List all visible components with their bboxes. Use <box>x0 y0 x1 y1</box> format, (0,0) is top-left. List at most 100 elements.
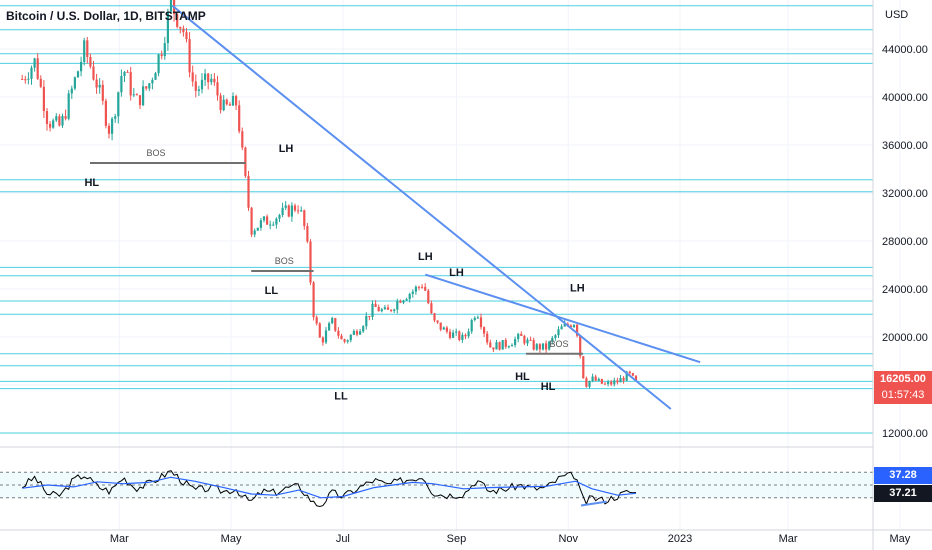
annotation-lh: LH <box>279 143 294 155</box>
candle-body <box>355 330 359 335</box>
candle-body <box>265 216 269 225</box>
candle-body <box>436 320 439 323</box>
candle-body <box>169 0 173 12</box>
candle-body <box>461 334 464 340</box>
candle-body <box>482 327 486 334</box>
candle-body <box>479 317 483 328</box>
candle-body <box>269 224 272 226</box>
candle-body <box>241 131 244 148</box>
candle-body <box>129 72 132 96</box>
candle-body <box>433 313 436 321</box>
candle-body <box>107 125 111 134</box>
candle-body <box>312 282 315 318</box>
candle-body <box>597 378 600 381</box>
candle-body <box>610 381 613 385</box>
candle-body <box>262 216 266 221</box>
candle-body <box>331 318 334 324</box>
candle-body <box>414 286 417 292</box>
candle-body <box>216 82 219 96</box>
candle-body <box>473 317 476 320</box>
candle-body <box>380 309 383 312</box>
horizontal-levels[interactable] <box>0 5 873 434</box>
candle-body <box>538 344 541 350</box>
candle-body <box>104 100 107 126</box>
candle-body <box>588 381 591 387</box>
candle-body <box>228 104 231 106</box>
candle-body <box>619 377 622 383</box>
candle-body <box>327 323 331 331</box>
candle-body <box>73 77 76 89</box>
candle-body <box>272 224 275 226</box>
candle-body <box>591 376 594 382</box>
candle-body <box>603 383 607 385</box>
candle-body <box>309 241 312 283</box>
rsi-ma-value-label: 37.28 <box>874 467 932 484</box>
candle-body <box>582 356 585 379</box>
y-tick-label: 24000.00 <box>882 284 928 296</box>
candle-body <box>616 380 619 383</box>
candle-body <box>535 344 538 350</box>
candle-body <box>492 347 495 350</box>
rsi-ma-line <box>22 476 637 499</box>
candle-body <box>157 54 160 74</box>
candle-body <box>138 95 142 106</box>
y-tick-label: 20000.00 <box>882 332 928 344</box>
annotation-bos: BOS <box>275 256 294 266</box>
candle-body <box>613 380 616 385</box>
grid <box>0 0 901 530</box>
bar-countdown-label: 01:57:43 <box>874 387 932 404</box>
candle-body <box>179 26 182 29</box>
annotation-hl: HL <box>515 371 530 383</box>
candle-body <box>250 207 253 235</box>
candle-body <box>349 334 352 341</box>
candle-body <box>126 71 129 73</box>
candle-body <box>213 78 216 83</box>
candle-body <box>569 325 572 328</box>
candle-body <box>594 376 597 381</box>
candle-body <box>548 341 551 350</box>
candle-body <box>374 303 377 307</box>
chart-title: Bitcoin / U.S. Dollar, 1D, BITSTAMP <box>6 9 206 23</box>
candle-body <box>30 67 33 79</box>
candle-body <box>455 331 458 333</box>
annotation-hl: HL <box>541 381 556 393</box>
candle-body <box>337 330 340 336</box>
candle-body <box>76 71 80 78</box>
candle-body <box>399 300 402 303</box>
candle-body <box>70 88 73 94</box>
candle-body <box>523 335 526 344</box>
candle-body <box>631 373 634 376</box>
candle-body <box>92 66 95 80</box>
candle-body <box>247 175 250 208</box>
candle-body <box>529 339 532 341</box>
candle-body <box>61 116 64 126</box>
candle-body <box>501 340 504 350</box>
candle-body <box>141 86 145 106</box>
candle-body <box>600 378 603 384</box>
candle-body <box>377 306 380 312</box>
candle-body <box>151 79 154 84</box>
candle-body <box>442 327 445 330</box>
annotation-lh: LH <box>570 282 585 294</box>
candle-body <box>293 205 297 211</box>
annotation-hl: HL <box>84 177 99 189</box>
candle-body <box>510 345 514 347</box>
candle-body <box>98 84 101 88</box>
candle-body <box>253 230 256 235</box>
candle-body <box>420 286 424 288</box>
candle-body <box>219 95 222 111</box>
candle-body <box>439 322 442 330</box>
candle-body <box>306 225 309 242</box>
candle-body <box>560 326 563 330</box>
candle-body <box>489 342 492 348</box>
candle-body <box>393 309 396 311</box>
candle-body <box>24 79 27 81</box>
candle-body <box>551 337 554 342</box>
candle-body <box>352 330 355 335</box>
drawings[interactable] <box>89 5 701 410</box>
candle-body <box>176 14 179 27</box>
candle-body <box>64 116 67 119</box>
candle-body <box>467 331 470 337</box>
annotation-ll: LL <box>265 285 279 297</box>
